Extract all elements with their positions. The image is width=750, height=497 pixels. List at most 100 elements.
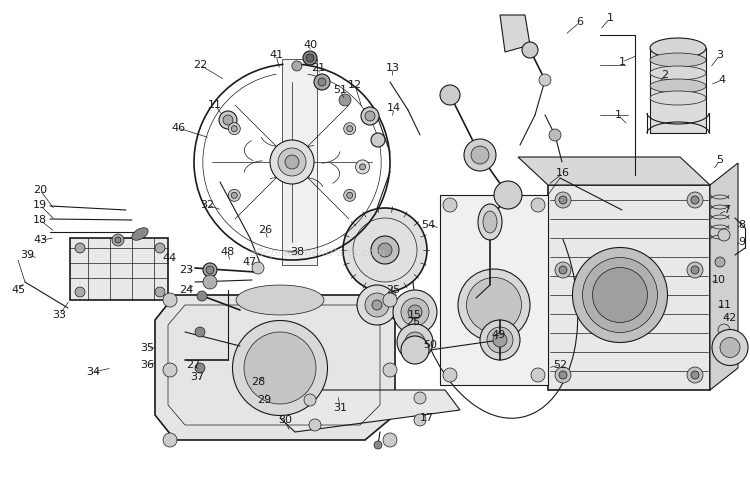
Text: 50: 50	[423, 340, 437, 350]
Text: 40: 40	[303, 40, 317, 50]
Text: 28: 28	[251, 377, 266, 387]
Circle shape	[712, 330, 748, 365]
Circle shape	[687, 192, 703, 208]
Circle shape	[228, 123, 240, 135]
Circle shape	[383, 433, 397, 447]
Circle shape	[163, 293, 177, 307]
Text: 51: 51	[333, 85, 347, 95]
Circle shape	[383, 293, 397, 307]
Text: 54: 54	[421, 220, 435, 230]
Text: 13: 13	[386, 63, 400, 73]
Text: 44: 44	[163, 253, 177, 263]
Text: 46: 46	[171, 123, 185, 133]
Circle shape	[365, 293, 389, 317]
Polygon shape	[500, 15, 530, 52]
Polygon shape	[440, 195, 548, 385]
Circle shape	[471, 146, 489, 164]
Circle shape	[163, 433, 177, 447]
Text: 34: 34	[86, 367, 100, 377]
Circle shape	[252, 262, 264, 274]
Circle shape	[372, 300, 382, 310]
Circle shape	[691, 196, 699, 204]
Text: 25: 25	[386, 285, 400, 295]
Ellipse shape	[650, 66, 706, 80]
Circle shape	[231, 192, 237, 198]
Circle shape	[687, 262, 703, 278]
Text: 43: 43	[33, 235, 47, 245]
Circle shape	[371, 133, 385, 147]
Circle shape	[356, 160, 370, 174]
Text: 31: 31	[333, 403, 347, 413]
Ellipse shape	[232, 321, 328, 415]
Circle shape	[531, 368, 545, 382]
Circle shape	[292, 61, 302, 71]
Text: 30: 30	[278, 415, 292, 425]
Circle shape	[270, 140, 314, 184]
Text: 14: 14	[387, 103, 401, 113]
Circle shape	[115, 237, 121, 243]
Ellipse shape	[572, 248, 668, 342]
Circle shape	[359, 164, 365, 170]
Text: 11: 11	[718, 300, 732, 310]
Circle shape	[343, 208, 427, 292]
Polygon shape	[518, 157, 710, 185]
Circle shape	[365, 111, 375, 121]
Circle shape	[555, 192, 571, 208]
Text: 8: 8	[739, 220, 746, 230]
Text: 6: 6	[577, 17, 584, 27]
Circle shape	[559, 371, 567, 379]
Text: 16: 16	[556, 168, 570, 178]
Circle shape	[231, 126, 237, 132]
Text: 24: 24	[178, 285, 194, 295]
Circle shape	[549, 129, 561, 141]
Circle shape	[559, 266, 567, 274]
Circle shape	[314, 74, 330, 90]
Text: 4: 4	[718, 75, 725, 85]
Polygon shape	[282, 59, 316, 265]
Circle shape	[203, 275, 217, 289]
Text: 29: 29	[256, 395, 272, 405]
Circle shape	[223, 115, 233, 125]
Text: 38: 38	[290, 247, 304, 257]
Text: 10: 10	[712, 275, 726, 285]
Circle shape	[480, 320, 520, 360]
Circle shape	[346, 192, 352, 198]
Text: 21: 21	[311, 63, 325, 73]
Circle shape	[371, 236, 399, 264]
Circle shape	[531, 198, 545, 212]
Text: 18: 18	[33, 215, 47, 225]
Text: 41: 41	[269, 50, 283, 60]
Text: 1: 1	[607, 13, 613, 23]
Text: 33: 33	[52, 310, 66, 320]
Text: 12: 12	[348, 80, 362, 90]
Circle shape	[539, 74, 551, 86]
Circle shape	[397, 324, 433, 360]
Circle shape	[219, 111, 237, 129]
Circle shape	[195, 327, 205, 337]
Circle shape	[357, 285, 397, 325]
Text: 17: 17	[420, 413, 434, 423]
Circle shape	[195, 363, 205, 373]
Circle shape	[163, 363, 177, 377]
Text: 5: 5	[716, 155, 724, 165]
Circle shape	[687, 367, 703, 383]
Ellipse shape	[132, 228, 148, 240]
Circle shape	[318, 78, 326, 86]
Text: 22: 22	[193, 60, 207, 70]
Polygon shape	[155, 295, 395, 440]
Circle shape	[344, 189, 355, 201]
Circle shape	[401, 298, 429, 326]
Circle shape	[443, 368, 457, 382]
Text: 7: 7	[724, 205, 730, 215]
Text: 1: 1	[614, 110, 622, 120]
Polygon shape	[548, 185, 710, 390]
Circle shape	[405, 332, 425, 352]
Circle shape	[555, 262, 571, 278]
Circle shape	[559, 196, 567, 204]
Text: 2: 2	[662, 70, 668, 80]
Text: 20: 20	[33, 185, 47, 195]
Circle shape	[718, 229, 730, 241]
Circle shape	[718, 324, 730, 336]
Ellipse shape	[466, 277, 521, 332]
Circle shape	[155, 287, 165, 297]
